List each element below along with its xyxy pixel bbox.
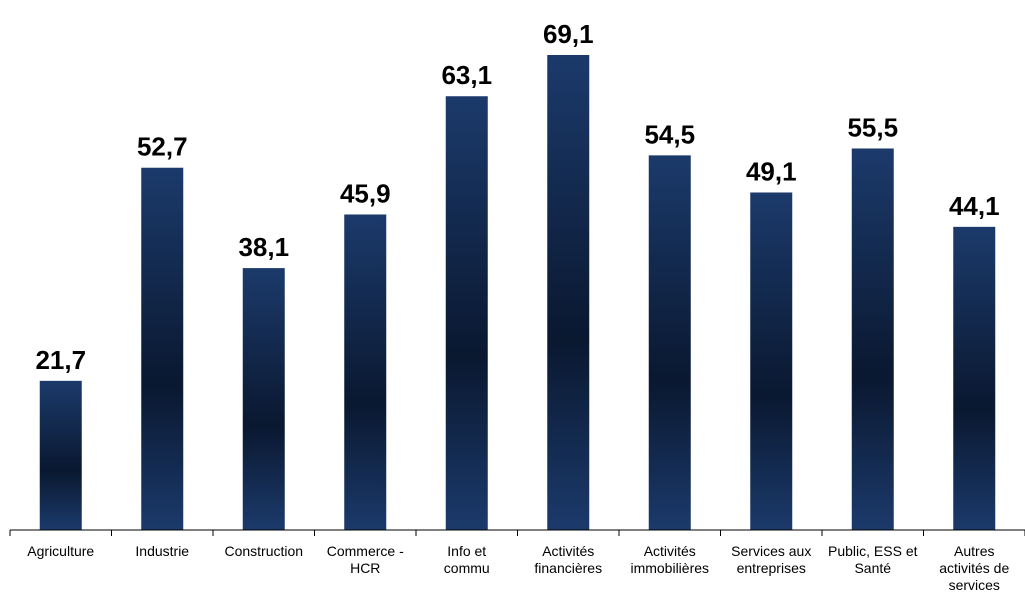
- data-label-1: 52,7: [137, 132, 188, 162]
- x-tick-label-4: Info et commu: [444, 543, 490, 576]
- x-tick-label-8: Public, ESS et Santé: [828, 543, 918, 576]
- x-tick-label-1: Industrie: [135, 543, 189, 559]
- bar-1: [141, 167, 184, 530]
- bar-2: [242, 268, 285, 530]
- x-tick-label-7: Services aux entreprises: [731, 543, 811, 576]
- data-label-7: 49,1: [746, 156, 797, 186]
- bars-layer: [39, 55, 996, 531]
- data-label-9: 44,1: [949, 191, 1000, 221]
- bar-7: [750, 192, 793, 530]
- bar-5: [547, 55, 590, 530]
- x-tick-label-9: Autres activités de services: [939, 543, 1009, 593]
- x-tick-label-0: Agriculture: [27, 543, 94, 559]
- x-tick-label-6: Activités immobilières: [630, 543, 709, 576]
- data-label-2: 38,1: [238, 232, 289, 262]
- ticks-layer: [9, 530, 1025, 536]
- value-labels-layer: 21,7 52,7 38,1 45,9 63,1 69,1 54,5 49,1 55,5 44,1: [35, 19, 999, 375]
- data-label-6: 54,5: [644, 119, 695, 149]
- data-label-0: 21,7: [35, 345, 86, 375]
- tick-labels-layer: Agriculture Industrie Construction Commerce…: [27, 543, 1009, 593]
- x-tick-label-2: Construction: [224, 543, 303, 559]
- bar-4: [445, 96, 488, 531]
- bar-6: [648, 155, 691, 530]
- data-label-3: 45,9: [340, 178, 391, 208]
- bar-9: [953, 226, 996, 530]
- bar-0: [39, 380, 82, 530]
- data-label-8: 55,5: [847, 112, 898, 142]
- x-tick-label-5: Activités financières: [534, 543, 602, 576]
- x-tick-label-3: Commerce -HCR: [327, 543, 404, 576]
- data-label-4: 63,1: [441, 60, 492, 90]
- bar-3: [344, 214, 387, 531]
- data-label-5: 69,1: [543, 19, 594, 49]
- bar-8: [851, 148, 894, 530]
